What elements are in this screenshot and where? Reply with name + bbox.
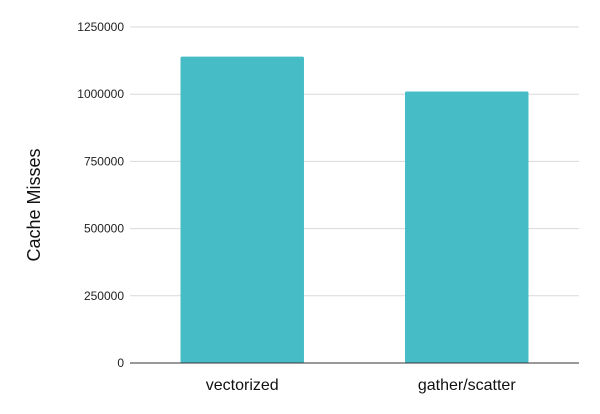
y-tick-label: 1000000 — [77, 87, 124, 101]
x-tick-label: vectorized — [206, 377, 279, 394]
bar-gather-scatter — [405, 91, 529, 364]
y-tick-label: 250000 — [84, 289, 124, 303]
y-tick-label: 0 — [117, 356, 124, 370]
bar-vectorized — [180, 56, 304, 364]
x-tick-labels: vectorized gather/scatter — [206, 377, 517, 394]
y-axis-title: Cache Misses — [24, 148, 44, 261]
y-tick-label: 1250000 — [77, 20, 124, 34]
bars — [180, 56, 529, 364]
x-tick-label: gather/scatter — [418, 377, 517, 394]
y-tick-label: 750000 — [84, 154, 124, 168]
y-tick-label: 500000 — [84, 222, 124, 236]
y-tick-labels: 0 250000 500000 750000 1000000 1250000 — [77, 20, 124, 370]
